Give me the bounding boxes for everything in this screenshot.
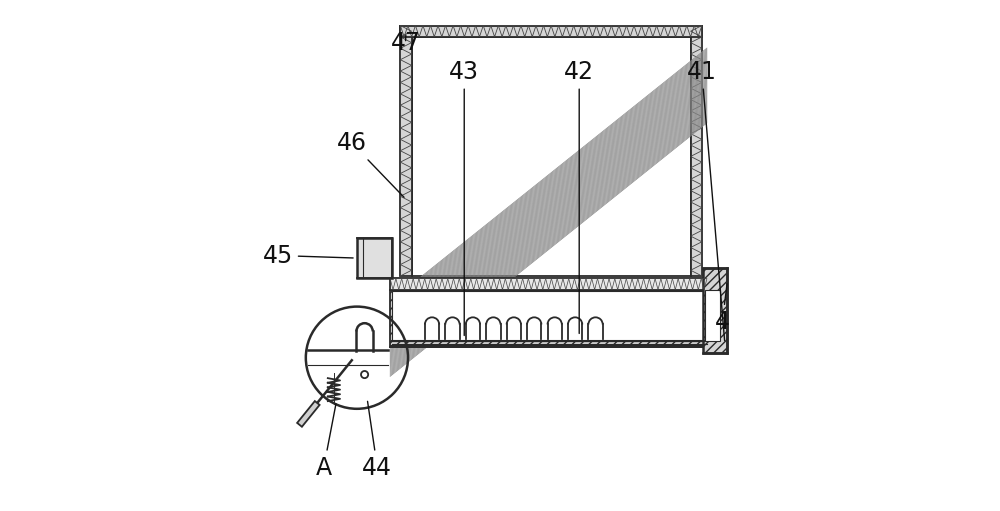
Polygon shape bbox=[390, 290, 707, 347]
Circle shape bbox=[361, 371, 368, 378]
Polygon shape bbox=[357, 238, 392, 278]
Text: 42: 42 bbox=[564, 60, 594, 334]
Text: 41: 41 bbox=[687, 60, 725, 341]
Text: 44: 44 bbox=[362, 401, 392, 479]
Polygon shape bbox=[297, 401, 320, 427]
Text: 45: 45 bbox=[263, 244, 353, 267]
Polygon shape bbox=[412, 37, 691, 276]
Text: 47: 47 bbox=[390, 32, 420, 55]
Text: 4: 4 bbox=[715, 284, 730, 334]
Text: 46: 46 bbox=[337, 131, 404, 197]
Text: A: A bbox=[316, 404, 336, 479]
Text: 43: 43 bbox=[449, 60, 479, 336]
Polygon shape bbox=[703, 268, 727, 353]
Polygon shape bbox=[400, 26, 702, 37]
Polygon shape bbox=[392, 291, 705, 341]
Polygon shape bbox=[400, 26, 412, 276]
Polygon shape bbox=[691, 26, 702, 276]
Polygon shape bbox=[705, 290, 720, 341]
Polygon shape bbox=[390, 278, 707, 290]
